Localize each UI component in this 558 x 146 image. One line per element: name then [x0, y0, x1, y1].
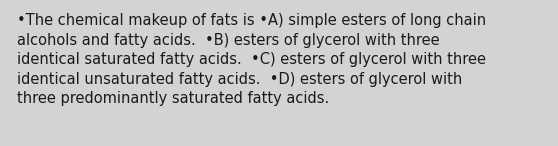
Text: •The chemical makeup of fats is •A) simple esters of long chain
alcohols and fat: •The chemical makeup of fats is •A) simp… [17, 13, 486, 106]
